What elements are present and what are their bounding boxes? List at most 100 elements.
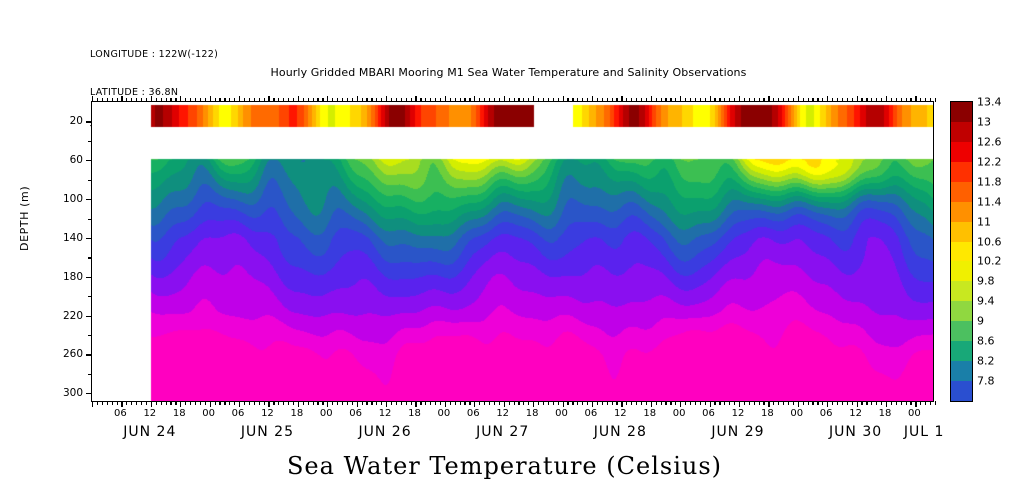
- x-tick-top: [322, 98, 324, 102]
- y-tick: [88, 373, 92, 376]
- x-tick-top: [817, 98, 819, 102]
- x-day-label: JUN 30: [829, 424, 883, 440]
- x-tick: [400, 401, 402, 405]
- x-hour-label: 18: [525, 408, 539, 419]
- colorbar-label: 13.4: [977, 95, 1002, 109]
- x-tick-top: [655, 98, 657, 102]
- x-tick: [582, 401, 584, 405]
- x-tick-top: [234, 98, 236, 102]
- y-axis-title: DEPTH (m): [18, 185, 31, 251]
- x-tick: [572, 401, 574, 405]
- x-tick-top: [930, 98, 932, 102]
- colorbar-band: [951, 102, 972, 123]
- x-tick-top: [636, 98, 638, 102]
- x-tick: [449, 401, 451, 405]
- x-tick: [562, 401, 564, 407]
- x-tick: [591, 401, 594, 407]
- x-day-label: JUN 27: [476, 424, 530, 440]
- x-tick-top: [704, 98, 706, 102]
- x-day-label: JUN 25: [240, 424, 294, 440]
- x-tick: [734, 401, 736, 405]
- x-tick: [660, 401, 662, 405]
- x-tick-top: [714, 98, 716, 102]
- colorbar-label: 12.6: [977, 135, 1002, 149]
- y-tick: [88, 140, 92, 143]
- y-tick-label: 60: [69, 154, 83, 167]
- x-tick: [376, 401, 378, 405]
- x-tick-top: [258, 98, 260, 102]
- x-tick-top: [616, 98, 618, 102]
- x-tick: [96, 401, 99, 405]
- x-hour-label: 18: [878, 408, 892, 419]
- x-tick-top: [631, 98, 633, 102]
- x-hour-label: 00: [672, 408, 686, 419]
- x-tick: [616, 401, 618, 405]
- x-hour-label: 06: [114, 408, 127, 419]
- x-hour-label: 06: [349, 408, 363, 419]
- x-tick: [626, 401, 628, 405]
- colorbar-label: 12.2: [977, 155, 1002, 169]
- x-tick: [435, 401, 437, 405]
- colorbar-band: [951, 141, 972, 163]
- bottom-title-text: Sea Water Temperature (Celsius): [286, 452, 722, 480]
- x-tick-top: [724, 98, 726, 102]
- plot-area: 20 60 100 140 180 220 260 300: [63, 96, 937, 407]
- x-tick-top: [229, 98, 231, 102]
- x-tick-top: [753, 98, 755, 102]
- x-tick-top: [420, 98, 422, 102]
- x-tick-top: [577, 98, 579, 102]
- x-tick-top: [881, 98, 883, 102]
- y-tick: [88, 179, 92, 181]
- x-tick: [538, 401, 540, 405]
- x-tick: [439, 401, 442, 405]
- x-tick: [361, 401, 363, 405]
- x-tick: [935, 401, 937, 405]
- x-tick: [631, 401, 633, 405]
- x-tick-top: [523, 98, 525, 102]
- x-tick-top: [199, 98, 201, 102]
- x-tick-top: [493, 98, 496, 102]
- x-tick: [327, 401, 329, 407]
- x-tick-top: [773, 98, 775, 102]
- x-day-label: JUN 24: [123, 424, 177, 440]
- x-tick: [596, 401, 598, 405]
- x-tick: [846, 401, 848, 405]
- colorbar-label: 9: [977, 314, 984, 328]
- x-tick: [464, 401, 466, 405]
- x-tick-top: [508, 98, 510, 102]
- x-tick-top: [846, 98, 848, 102]
- x-tick-top: [484, 98, 486, 102]
- x-tick-top: [126, 98, 128, 102]
- x-tick: [224, 401, 226, 405]
- x-hour-label: 12: [849, 408, 862, 419]
- x-tick: [797, 401, 799, 407]
- x-tick-top: [361, 98, 363, 102]
- x-tick-top: [832, 98, 834, 102]
- x-tick: [920, 401, 922, 405]
- x-tick-top: [685, 98, 687, 102]
- x-tick-top: [180, 96, 182, 102]
- colorbar-label: 11.4: [977, 195, 1002, 209]
- x-tick-top: [371, 98, 373, 102]
- x-tick: [430, 401, 432, 405]
- x-tick: [773, 401, 775, 405]
- x-tick-top: [312, 98, 314, 102]
- x-tick-top: [356, 96, 358, 102]
- x-tick: [356, 401, 358, 407]
- x-tick-top: [160, 98, 162, 102]
- x-tick: [346, 401, 349, 405]
- x-tick: [484, 401, 486, 405]
- x-tick: [753, 401, 755, 405]
- colorbar-band: [951, 201, 972, 223]
- x-tick: [567, 401, 569, 405]
- x-tick-top: [645, 98, 648, 102]
- x-tick-top: [116, 98, 118, 102]
- x-tick: [699, 401, 701, 405]
- x-tick-top: [792, 98, 795, 102]
- x-hour-label: 18: [172, 408, 186, 419]
- colorbar-label: 13: [977, 115, 991, 129]
- x-tick-top: [248, 98, 251, 102]
- x-tick: [724, 401, 726, 405]
- x-tick: [160, 401, 162, 405]
- x-hour-label: 06: [584, 408, 598, 419]
